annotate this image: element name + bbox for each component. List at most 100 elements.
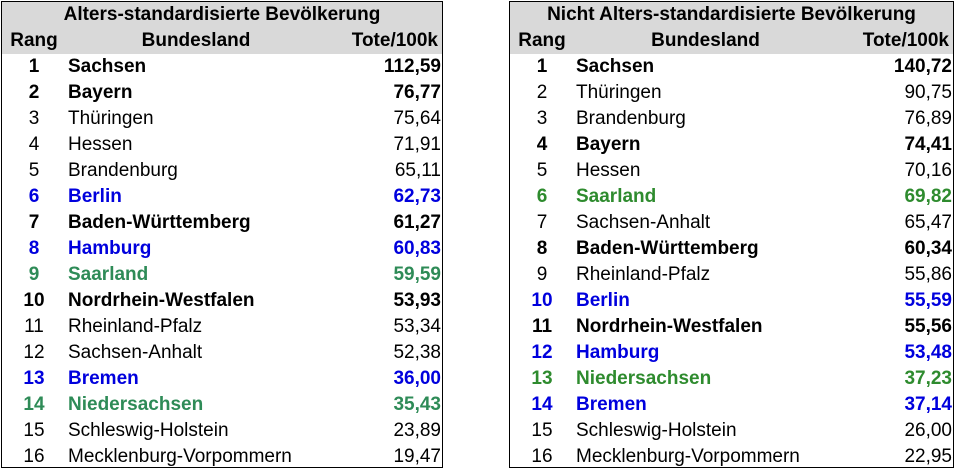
value-cell: 26,00 [904, 420, 952, 441]
value-cell: 60,34 [904, 238, 952, 259]
value-cell: 90,75 [904, 82, 952, 103]
table-title: Alters-standardisierte Bevölkerung [2, 2, 442, 28]
rank-cell: 9 [28, 264, 40, 285]
rank-cell: 11 [24, 316, 44, 337]
rank-cell: 3 [28, 108, 40, 129]
value-cell: 53,93 [393, 290, 441, 311]
table-row: 16 Mecklenburg-Vorpommern 19,47 [2, 444, 442, 470]
rank-cell: 16 [23, 446, 45, 467]
value-cell: 52,38 [393, 342, 441, 363]
table-row: 5 Hessen 70,16 [510, 158, 953, 184]
state-cell: Sachsen-Anhalt [576, 212, 711, 233]
value-cell: 69,82 [904, 186, 952, 207]
rank-cell: 1 [536, 56, 548, 77]
value-cell: 112,59 [383, 56, 441, 77]
state-cell: Niedersachsen [576, 368, 712, 389]
value-cell: 76,77 [393, 82, 441, 103]
value-cell: 35,43 [393, 394, 441, 415]
rank-header: Rang [10, 30, 58, 51]
rank-cell: 7 [28, 212, 40, 233]
state-cell: Nordrhein-Westfalen [68, 290, 255, 311]
rank-cell: 3 [536, 108, 548, 129]
rank-cell: 2 [536, 82, 548, 103]
table-row: 10 Berlin 55,59 [510, 288, 953, 314]
rank-cell: 1 [28, 56, 40, 77]
table-body: 1 Sachsen 112,59 2 Bayern 76,77 3 Thüringen 75,6… [2, 54, 442, 470]
table-row: 7 Baden-Württemberg 61,27 [2, 210, 442, 236]
non-age-standardized-table: Nicht Alters-standardisierte Bevölkerung… [509, 1, 954, 468]
age-standardized-table: Alters-standardisierte Bevölkerung Rang … [1, 1, 443, 468]
rank-cell: 5 [536, 160, 548, 181]
state-cell: Sachsen-Anhalt [68, 342, 203, 363]
value-cell: 75,64 [393, 108, 441, 129]
table-row: 4 Bayern 74,41 [510, 132, 953, 158]
rank-cell: 7 [536, 212, 548, 233]
table-title: Nicht Alters-standardisierte Bevölkerung [510, 2, 953, 28]
state-cell: Sachsen [576, 56, 655, 77]
state-cell: Rheinland-Pfalz [576, 264, 711, 285]
rank-cell: 16 [531, 446, 553, 467]
table-row: 5 Brandenburg 65,11 [2, 158, 442, 184]
value-cell: 53,34 [393, 316, 441, 337]
state-cell: Saarland [576, 186, 657, 207]
value-cell: 22,95 [904, 446, 952, 467]
table-row: 11 Nordrhein-Westfalen 55,56 [510, 314, 953, 340]
value-cell: 62,73 [393, 186, 441, 207]
value-cell: 140,72 [893, 56, 952, 77]
value-header: Tote/100k [862, 30, 949, 51]
value-cell: 23,89 [393, 420, 441, 441]
rank-cell: 12 [23, 342, 45, 363]
state-cell: Bayern [68, 82, 133, 103]
state-cell: Thüringen [576, 82, 662, 103]
table-row: 7 Sachsen-Anhalt 65,47 [510, 210, 953, 236]
value-cell: 71,91 [393, 134, 441, 155]
rank-cell: 11 [531, 316, 553, 337]
rank-cell: 13 [23, 368, 45, 389]
rank-cell: 8 [28, 238, 40, 259]
table-row: 14 Bremen 37,14 [510, 392, 953, 418]
table-row: 6 Berlin 62,73 [2, 184, 442, 210]
table-row: 14 Niedersachsen 35,43 [2, 392, 442, 418]
state-cell: Schleswig-Holstein [576, 420, 737, 441]
rank-cell: 6 [536, 186, 548, 207]
state-cell: Schleswig-Holstein [68, 420, 229, 441]
state-cell: Baden-Württemberg [576, 238, 759, 259]
rank-cell: 12 [531, 342, 553, 363]
state-cell: Hamburg [576, 342, 660, 363]
state-cell: Hessen [576, 160, 641, 181]
table-row: 16 Mecklenburg-Vorpommern 22,95 [510, 444, 953, 470]
rank-cell: 10 [531, 290, 553, 311]
table-row: 15 Schleswig-Holstein 26,00 [510, 418, 953, 444]
state-cell: Saarland [68, 264, 149, 285]
value-cell: 55,86 [904, 264, 952, 285]
value-cell: 59,59 [393, 264, 441, 285]
rank-cell: 13 [531, 368, 553, 389]
rank-cell: 15 [23, 420, 45, 441]
value-cell: 19,47 [393, 446, 441, 467]
state-header: Bundesland [651, 30, 760, 51]
state-cell: Hamburg [68, 238, 152, 259]
table-row: 13 Niedersachsen 37,23 [510, 366, 953, 392]
table-row: 3 Thüringen 75,64 [2, 106, 442, 132]
state-cell: Hessen [68, 134, 133, 155]
column-header-row: Rang Bundesland Tote/100k [2, 28, 442, 54]
rank-cell: 4 [536, 134, 548, 155]
state-cell: Mecklenburg-Vorpommern [576, 446, 800, 467]
state-cell: Thüringen [68, 108, 154, 129]
state-cell: Bayern [576, 134, 641, 155]
state-cell: Mecklenburg-Vorpommern [68, 446, 292, 467]
value-cell: 76,89 [904, 108, 952, 129]
rank-cell: 8 [536, 238, 548, 259]
value-cell: 36,00 [393, 368, 441, 389]
state-cell: Bremen [68, 368, 139, 389]
table-row: 1 Sachsen 140,72 [510, 54, 953, 80]
state-cell: Baden-Württemberg [68, 212, 251, 233]
value-cell: 37,23 [904, 368, 952, 389]
value-cell: 70,16 [904, 160, 952, 181]
state-cell: Bremen [576, 394, 647, 415]
rank-cell: 15 [531, 420, 553, 441]
table-row: 2 Thüringen 90,75 [510, 80, 953, 106]
column-header-row: Rang Bundesland Tote/100k [510, 28, 953, 54]
state-cell: Niedersachsen [68, 394, 204, 415]
value-header: Tote/100k [351, 30, 438, 51]
